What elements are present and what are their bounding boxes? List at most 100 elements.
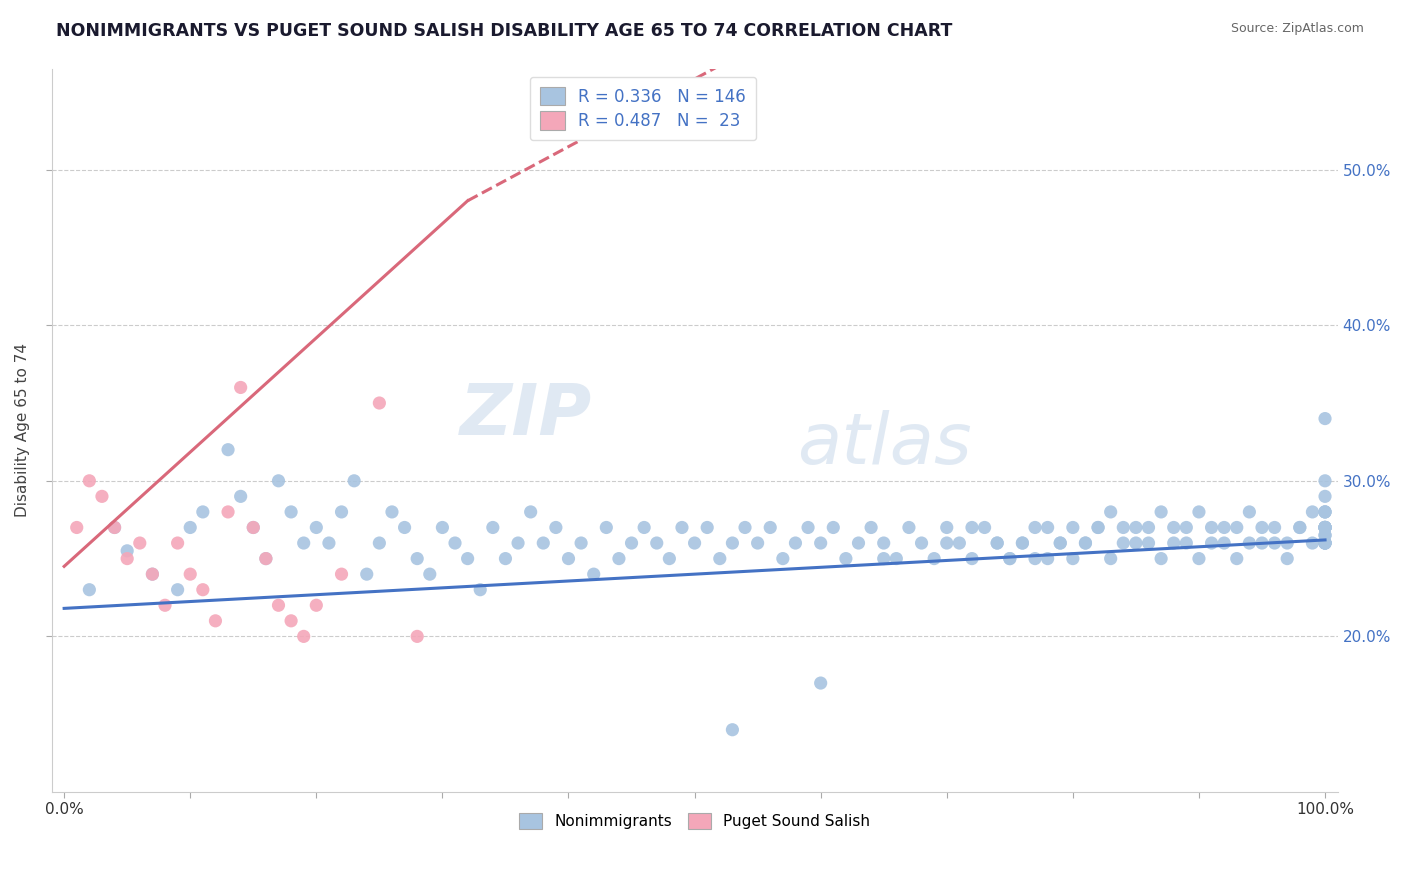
Point bbox=[1313, 536, 1336, 550]
Point bbox=[267, 474, 290, 488]
Point bbox=[785, 536, 807, 550]
Point bbox=[1099, 505, 1122, 519]
Point bbox=[381, 505, 404, 519]
Point bbox=[217, 505, 239, 519]
Point bbox=[1175, 536, 1198, 550]
Point bbox=[998, 551, 1021, 566]
Point bbox=[1049, 536, 1071, 550]
Point bbox=[1313, 528, 1336, 542]
Point bbox=[620, 536, 643, 550]
Point bbox=[1087, 520, 1109, 534]
Point bbox=[141, 567, 163, 582]
Point bbox=[1024, 551, 1046, 566]
Point bbox=[115, 551, 138, 566]
Point bbox=[1163, 536, 1185, 550]
Point bbox=[1226, 520, 1249, 534]
Point bbox=[280, 614, 302, 628]
Point bbox=[166, 582, 188, 597]
Point bbox=[734, 520, 756, 534]
Point bbox=[810, 676, 832, 690]
Point bbox=[1313, 536, 1336, 550]
Point bbox=[179, 567, 201, 582]
Point bbox=[1062, 551, 1084, 566]
Point bbox=[998, 551, 1021, 566]
Point bbox=[1150, 505, 1173, 519]
Point bbox=[419, 567, 441, 582]
Point bbox=[1188, 551, 1211, 566]
Point bbox=[394, 520, 416, 534]
Point bbox=[683, 536, 706, 550]
Point bbox=[519, 505, 541, 519]
Point bbox=[1313, 411, 1336, 425]
Point bbox=[1226, 551, 1249, 566]
Point bbox=[1201, 536, 1223, 550]
Point bbox=[1074, 536, 1097, 550]
Point bbox=[721, 536, 744, 550]
Point bbox=[1239, 536, 1261, 550]
Point bbox=[607, 551, 630, 566]
Point bbox=[960, 551, 983, 566]
Point bbox=[1313, 505, 1336, 519]
Point bbox=[406, 629, 429, 643]
Point bbox=[128, 536, 150, 550]
Point bbox=[368, 396, 391, 410]
Point bbox=[935, 520, 957, 534]
Point bbox=[1313, 489, 1336, 503]
Point bbox=[848, 536, 870, 550]
Point bbox=[1313, 536, 1336, 550]
Point bbox=[873, 551, 896, 566]
Legend: Nonimmigrants, Puget Sound Salish: Nonimmigrants, Puget Sound Salish bbox=[513, 806, 876, 835]
Point bbox=[79, 582, 101, 597]
Point bbox=[1251, 520, 1274, 534]
Point bbox=[103, 520, 125, 534]
Point bbox=[1125, 520, 1147, 534]
Point bbox=[204, 614, 226, 628]
Point bbox=[1301, 505, 1323, 519]
Point bbox=[457, 551, 479, 566]
Point bbox=[368, 536, 391, 550]
Point bbox=[470, 582, 492, 597]
Point bbox=[330, 567, 353, 582]
Point bbox=[1125, 536, 1147, 550]
Point bbox=[1062, 520, 1084, 534]
Point bbox=[1264, 536, 1286, 550]
Point bbox=[910, 536, 932, 550]
Point bbox=[242, 520, 264, 534]
Point bbox=[595, 520, 617, 534]
Point bbox=[1313, 520, 1336, 534]
Point bbox=[1011, 536, 1033, 550]
Point bbox=[1175, 520, 1198, 534]
Point bbox=[1313, 505, 1336, 519]
Point bbox=[356, 567, 378, 582]
Point bbox=[810, 536, 832, 550]
Point bbox=[79, 474, 101, 488]
Point bbox=[823, 520, 845, 534]
Point bbox=[1049, 536, 1071, 550]
Point bbox=[1313, 520, 1336, 534]
Point bbox=[1313, 520, 1336, 534]
Point bbox=[432, 520, 454, 534]
Point bbox=[406, 551, 429, 566]
Point bbox=[886, 551, 908, 566]
Point bbox=[229, 489, 252, 503]
Point bbox=[986, 536, 1008, 550]
Point bbox=[1074, 536, 1097, 550]
Point bbox=[531, 536, 554, 550]
Point bbox=[948, 536, 970, 550]
Point bbox=[922, 551, 945, 566]
Y-axis label: Disability Age 65 to 74: Disability Age 65 to 74 bbox=[15, 343, 30, 517]
Point bbox=[569, 536, 592, 550]
Point bbox=[506, 536, 529, 550]
Point bbox=[1313, 536, 1336, 550]
Point bbox=[66, 520, 89, 534]
Point bbox=[1087, 520, 1109, 534]
Point bbox=[191, 582, 214, 597]
Point bbox=[1288, 520, 1310, 534]
Point bbox=[1036, 551, 1059, 566]
Text: Source: ZipAtlas.com: Source: ZipAtlas.com bbox=[1230, 22, 1364, 36]
Point bbox=[1188, 505, 1211, 519]
Point bbox=[960, 520, 983, 534]
Point bbox=[1313, 520, 1336, 534]
Point bbox=[1024, 520, 1046, 534]
Point bbox=[1277, 536, 1299, 550]
